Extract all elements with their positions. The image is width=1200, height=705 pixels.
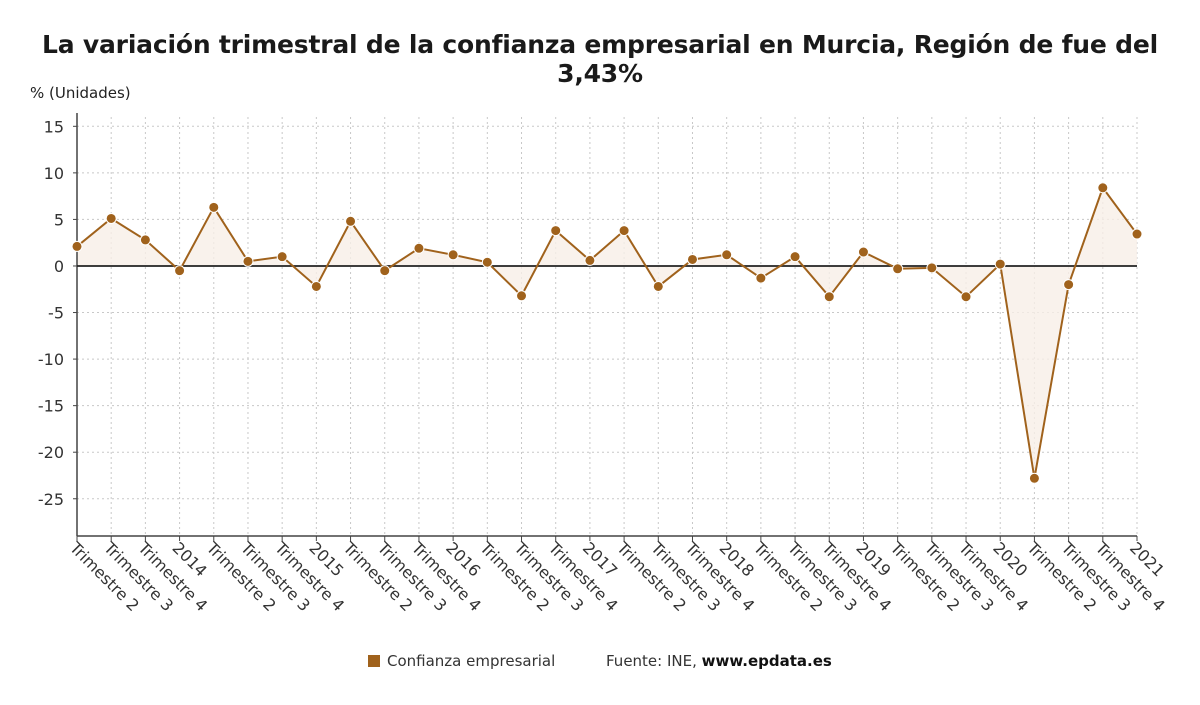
data-point [71,240,83,252]
series-line [76,185,1138,479]
data-point [550,225,562,237]
area-fill [77,187,1137,479]
data-point [892,263,904,275]
data-point [413,242,425,254]
data-point [960,291,972,303]
data-point [994,258,1006,270]
y-axis-unit-label: % (Unidades) [30,84,131,102]
data-point [208,201,220,213]
data-point [516,290,528,302]
data-point [789,251,801,263]
data-point [823,291,835,303]
y-tick-label: 15 [44,117,64,136]
legend-label: Confianza empresarial [387,652,556,670]
data-point [755,272,767,284]
source-prefix: Fuente: INE, [606,652,702,670]
data-point [174,265,186,277]
source-site: www.epdata.es [701,652,832,670]
data-point [345,215,357,227]
data-point [686,253,698,265]
y-tick-label: -10 [38,350,64,369]
data-point [1028,472,1040,484]
data-point [1097,182,1109,194]
data-point [276,251,288,263]
chart-title: La variación trimestral de la confianza … [42,30,1158,88]
y-tick-label: -15 [38,397,64,416]
data-point [926,262,938,274]
data-point [242,255,254,267]
data-point [379,265,391,277]
data-point [857,246,869,258]
y-tick-label: -25 [38,490,64,509]
data-point [310,280,322,292]
data-point [618,225,630,237]
y-tick-label: -20 [38,443,64,462]
data-point [1063,279,1075,291]
legend-swatch [368,655,380,667]
source-note: Fuente: INE, www.epdata.es [606,652,832,670]
y-tick-label: 10 [44,164,64,183]
legend: Confianza empresarial [368,652,555,670]
data-point [1131,228,1143,240]
y-tick-label: 0 [54,257,64,276]
data-point [481,256,493,268]
data-point [139,234,151,246]
data-point [105,212,117,224]
data-point [652,280,664,292]
y-tick-label: -5 [48,304,64,323]
data-point [721,249,733,261]
data-point [447,249,459,261]
data-point [584,254,596,266]
y-tick-label: 5 [54,210,64,229]
